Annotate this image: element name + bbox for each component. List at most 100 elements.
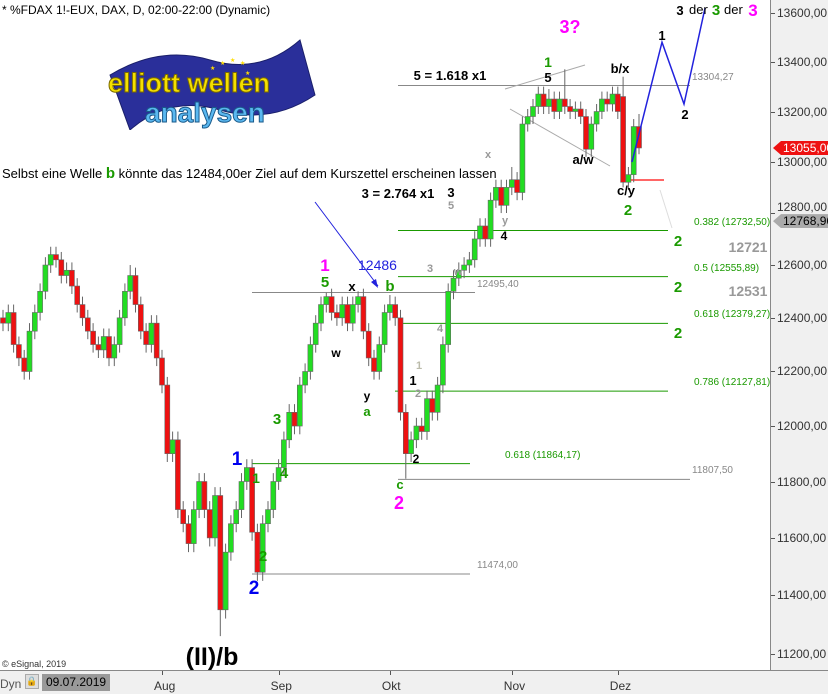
- svg-text:★: ★: [245, 70, 250, 77]
- svg-text:★: ★: [220, 60, 225, 67]
- candle-up: [148, 322, 155, 345]
- wave-label-ky: y: [363, 389, 371, 403]
- candle-down: [180, 509, 186, 525]
- wave-label-gg2: 2: [258, 548, 268, 565]
- y-tick-label: 11400,00: [777, 588, 827, 603]
- wave-label-k5: 5: [544, 70, 552, 85]
- wave-label-g2: 2: [623, 202, 633, 219]
- candle-down: [58, 259, 65, 276]
- y-tick-label: 12600,00: [777, 258, 828, 273]
- wave-label-m1: 1: [320, 256, 330, 275]
- level-label: 11474,00: [477, 559, 518, 571]
- wave-label-k1: 1: [409, 373, 417, 388]
- y-tick-label: 13200,00: [777, 104, 828, 119]
- comment-wave-label: b: [105, 165, 116, 182]
- candle-up: [323, 296, 330, 305]
- candle-up: [461, 264, 467, 271]
- svg-text:★: ★: [240, 60, 245, 67]
- wave-label-der_a: 3: [676, 3, 684, 18]
- arrow-line: [314, 201, 379, 287]
- wave-label-gg4: 4: [279, 465, 289, 482]
- candle-down: [153, 322, 160, 359]
- candle-down: [402, 412, 409, 454]
- candle-down: [636, 126, 642, 149]
- candle-up: [339, 304, 346, 319]
- candle-down: [206, 509, 213, 539]
- x-tick: [617, 671, 619, 675]
- wave-label-g4s: 4: [436, 323, 444, 335]
- candle-down: [217, 495, 224, 611]
- candle-up: [5, 312, 12, 324]
- candle-up: [63, 269, 70, 276]
- y-tick: [771, 653, 775, 655]
- candle-down: [159, 357, 165, 386]
- y-tick-label: 11800,00: [777, 474, 827, 489]
- x-tick: [389, 671, 391, 675]
- candle-down: [551, 98, 558, 112]
- candle-up: [387, 304, 393, 313]
- candle-down: [74, 285, 80, 305]
- wave-label-gg3: 3: [272, 411, 282, 428]
- candle-up: [609, 93, 616, 105]
- chart-plot-area[interactable]: * %FDAX 1!-EUX, DAX, D, 02:00-22:00 (Dyn…: [0, 0, 770, 670]
- candle-down: [175, 439, 181, 510]
- candle-up: [259, 523, 266, 573]
- candle-up: [111, 344, 118, 359]
- candle-down: [577, 108, 584, 117]
- candle-down: [254, 531, 261, 573]
- level-label: 0.5 (12555,89): [694, 262, 760, 274]
- candle-up: [116, 317, 123, 345]
- price-axis[interactable]: 13055,00 12768,96 13600,00 13400,00 13200,00…: [770, 0, 828, 676]
- candle-up: [265, 509, 271, 525]
- candle-up: [196, 481, 202, 510]
- candle-down: [498, 187, 505, 206]
- candle-down: [392, 304, 399, 319]
- wave-label-m2: 2: [393, 493, 405, 513]
- candle-down: [328, 296, 335, 313]
- copyright: © eSignal, 2019: [2, 659, 67, 669]
- wave-label-f2b: 2: [673, 279, 683, 296]
- y-tick: [771, 13, 775, 14]
- logo-line2: analysen: [145, 97, 265, 128]
- candle-up: [376, 344, 383, 372]
- y-tick-label: 12400,00: [777, 310, 828, 325]
- y-tick-label: 13400,00: [777, 54, 828, 69]
- y-tick: [771, 111, 775, 113]
- candle-up: [593, 111, 600, 125]
- candle-up: [31, 312, 38, 332]
- wave-label-gy: y: [501, 215, 509, 227]
- time-axis[interactable]: Dyn 🔒 09.07.2019 Aug Sep Okt Nov Dez: [0, 670, 828, 694]
- candle-down: [583, 116, 589, 150]
- wave-label-s2: 2: [414, 388, 422, 400]
- lock-icon[interactable]: 🔒: [25, 674, 39, 689]
- candle-down: [21, 357, 28, 372]
- wave-label-gc: c: [396, 477, 404, 492]
- candle-up: [47, 254, 54, 266]
- x-tick-label: Nov: [503, 679, 526, 693]
- y-tick: [771, 317, 775, 319]
- candle-up: [408, 439, 414, 454]
- candle-up: [212, 495, 218, 539]
- candle-down: [132, 275, 139, 305]
- x-tick: [278, 671, 280, 675]
- candle-up: [434, 384, 441, 413]
- candle-up: [530, 106, 536, 117]
- candle-down: [164, 384, 171, 454]
- candle-up: [270, 481, 277, 510]
- svg-text:★: ★: [210, 65, 215, 72]
- wave-label-bx: b/x: [610, 61, 630, 76]
- cursor-date: 09.07.2019: [42, 674, 111, 691]
- wave-label-k4: 4: [500, 229, 508, 243]
- candle-down: [418, 425, 425, 432]
- candle-up: [228, 523, 234, 553]
- y-tick-label: 13600,00: [777, 6, 828, 20]
- chart-title: * %FDAX 1!-EUX, DAX, D, 02:00-22:00 (Dyn…: [2, 3, 271, 17]
- candle-down: [0, 317, 6, 324]
- wave-label-IIb: (II)/b: [185, 643, 239, 670]
- candle-up: [546, 98, 552, 107]
- y-tick-label: 12000,00: [777, 419, 828, 434]
- x-tick-label: Sep: [270, 679, 292, 693]
- wave-label-b2: 2: [248, 578, 260, 599]
- wave-label-f2c: 2: [673, 325, 683, 342]
- candle-up: [450, 277, 457, 292]
